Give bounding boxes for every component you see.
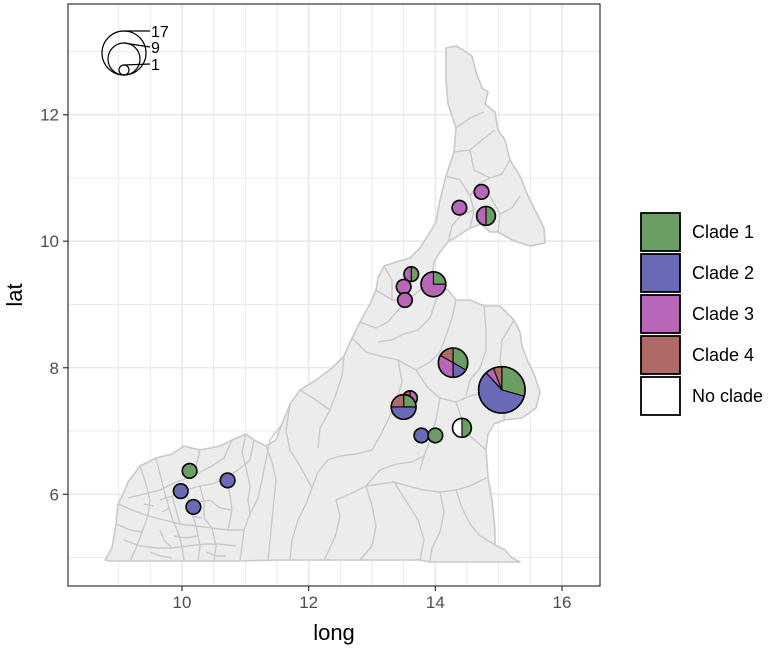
pie-slice [396, 291, 414, 309]
site-pie [451, 199, 468, 216]
size-label-1: 1 [151, 57, 160, 74]
site-pie [420, 271, 447, 298]
pie-outline [390, 393, 417, 421]
x-tick-label: 14 [426, 593, 445, 612]
pie-outline [451, 417, 473, 439]
pie-outline [475, 205, 497, 227]
pie-outline [437, 347, 469, 379]
site-pie [477, 365, 526, 414]
site-pie [437, 347, 469, 379]
site-pie [219, 472, 236, 489]
legend-swatch [640, 253, 681, 293]
pie-slice [473, 183, 490, 200]
x-tick-label: 16 [553, 593, 572, 612]
size-leader-1 [123, 63, 151, 66]
size-label-9: 9 [151, 40, 160, 57]
pie-slice [181, 462, 198, 479]
pie-outline [420, 271, 447, 298]
x-axis-title: long [313, 620, 355, 645]
legend-label: Clade 4 [692, 345, 754, 365]
site-pie [427, 427, 444, 444]
legend-label: Clade 3 [692, 304, 754, 324]
site-pie [395, 278, 412, 295]
y-tick-label: 10 [40, 232, 59, 251]
site-pie [475, 205, 497, 227]
site-pie [390, 393, 417, 421]
site-pies [172, 183, 526, 516]
legend-label: Clade 2 [692, 263, 754, 283]
legend-swatch [640, 294, 681, 334]
site-pie [451, 417, 473, 439]
pie-outline [477, 365, 526, 414]
y-tick-label: 6 [50, 485, 59, 504]
pie-slice [413, 427, 430, 444]
site-pie [396, 291, 414, 309]
y-axis-ticks: 6 8 10 12 [40, 106, 68, 504]
legend-swatch [640, 212, 681, 252]
legend-swatch [640, 335, 681, 375]
pie-slice [185, 498, 202, 516]
pie-slice [172, 483, 189, 500]
site-pie [181, 462, 198, 479]
pie-slice [219, 472, 236, 489]
clade-legend: Clade 1 Clade 2 Clade 3 Clade 4 No clade [640, 212, 763, 416]
y-tick-label: 12 [40, 106, 59, 125]
x-axis-ticks: 10 12 14 16 [173, 586, 572, 612]
y-axis-title: lat [2, 283, 27, 306]
x-tick-label: 12 [299, 593, 318, 612]
panel-border [67, 3, 601, 587]
pie-slice [451, 199, 468, 216]
pie-slice [427, 427, 444, 444]
legend-label: Clade 1 [692, 222, 754, 242]
site-pie [413, 427, 430, 444]
x-tick-label: 10 [173, 593, 192, 612]
y-tick-label: 8 [50, 359, 59, 378]
site-pie [403, 266, 420, 283]
site-pie [172, 483, 189, 500]
pie-outline [403, 266, 420, 283]
legend-swatch [640, 376, 681, 416]
size-legend: 17 9 1 [101, 24, 169, 76]
pie-slice [395, 278, 412, 295]
legend-label: No clade [692, 386, 763, 406]
size-leader-9 [123, 42, 151, 48]
site-pie [473, 183, 490, 200]
site-pie [185, 498, 202, 516]
size-label-17: 17 [151, 24, 169, 41]
axes: 10 12 14 16 6 8 10 12 long lat [2, 3, 601, 645]
